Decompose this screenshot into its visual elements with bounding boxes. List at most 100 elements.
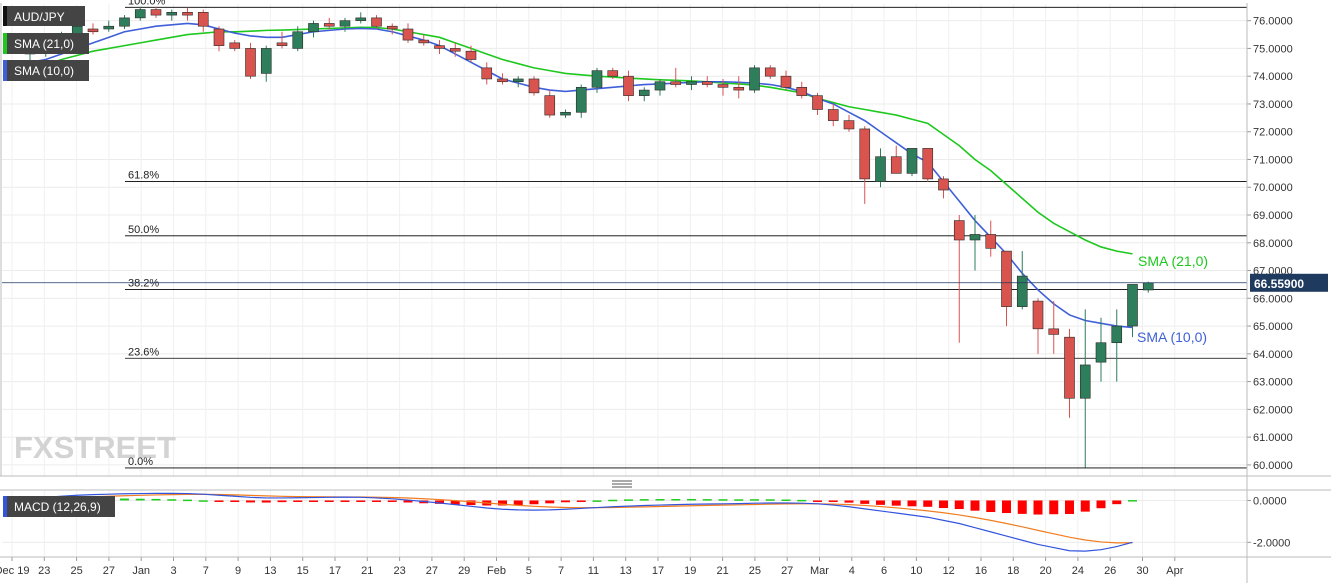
candle-bear (1048, 328, 1060, 335)
x-tick-label: 25 (749, 565, 761, 577)
macd-histogram-bar-positive (797, 499, 807, 502)
symbol-legend[interactable]: AUD/JPY (3, 6, 85, 26)
candle-bear (434, 45, 445, 49)
candle-bear (859, 128, 871, 180)
x-tick-label: 20 (1039, 565, 1051, 577)
sma21-legend[interactable]: SMA (21,0) (3, 33, 89, 54)
x-tick-label: 13 (620, 565, 632, 577)
sma21-label: SMA (21,0) (14, 37, 74, 51)
candle-bear (229, 42, 241, 49)
candle-bull (1095, 342, 1107, 363)
macd-histogram-bar-negative (1080, 500, 1090, 512)
macd-histogram-bar-negative (324, 500, 334, 502)
macd-histogram-bar-negative (1033, 500, 1043, 515)
candle-bear (938, 178, 949, 191)
x-tick-label: 7 (558, 565, 564, 577)
macd-histogram-bar-negative (261, 500, 271, 503)
candle-bear (182, 12, 193, 16)
macd-histogram-bar-negative (923, 500, 933, 507)
x-tick-label: Jan (132, 565, 150, 577)
candle-bear (985, 234, 997, 249)
sma10-legend[interactable]: SMA (10,0) (3, 60, 89, 81)
macd-histogram-bar-negative (293, 500, 303, 502)
macd-histogram-bar-positive (734, 499, 744, 501)
macd-histogram-bar-negative (340, 500, 350, 502)
current-price-badge: 66.55900 (1250, 273, 1328, 292)
candle-bear (843, 120, 855, 130)
candle-bull (686, 81, 697, 85)
x-tick-label: 19 (684, 565, 696, 577)
macd-histogram-bar-positive (655, 499, 665, 501)
candle-bear (213, 28, 225, 46)
candle-bear (812, 95, 823, 110)
macd-label: MACD (12,26,9) (14, 500, 101, 514)
candle-bull (119, 17, 130, 27)
candle-bull (166, 12, 178, 16)
x-tick-label: 3 (170, 565, 176, 577)
candle-bull (1016, 275, 1028, 307)
x-tick-label: 9 (235, 565, 241, 577)
macd-histogram-bar-positive (608, 499, 618, 502)
candle-bear (197, 12, 209, 27)
candle-bull (575, 86, 587, 113)
x-tick-label: 18 (1007, 565, 1019, 577)
macd-histogram-bar-positive (1128, 500, 1137, 502)
current-price-value: 66.55900 (1254, 277, 1304, 291)
candle-bear (1064, 336, 1075, 399)
x-tick-label: 30 (1136, 565, 1148, 577)
candle-bear (497, 78, 508, 83)
y-tick-label: 60.0000 (1253, 460, 1293, 472)
candle-bear (528, 78, 540, 94)
macd-histogram-bar-negative (1002, 500, 1011, 514)
macd-histogram-bar-negative (939, 500, 948, 509)
fibonacci-label: 61.8% (128, 169, 159, 181)
macd-histogram-bar-positive (718, 499, 728, 501)
x-tick-label: Dec 19 (0, 565, 29, 577)
candle-bull (308, 23, 319, 33)
x-tick-label: 5 (526, 565, 532, 577)
candle-bull (339, 20, 351, 27)
candle-bear (670, 81, 682, 85)
candle-bear (922, 148, 934, 180)
macd-histogram-bar-positive (639, 499, 649, 501)
candle-bull (591, 70, 603, 88)
x-tick-label: 21 (361, 565, 373, 577)
candle-bear (418, 39, 430, 44)
candle-bear (1032, 300, 1044, 330)
macd-histogram-bar-positive (198, 500, 208, 502)
fibonacci-levels: 100.0% 61.8% 50.0% 38.2% 23.6% 0.0% (125, 0, 1247, 469)
macd-histogram-bar-negative (356, 500, 366, 502)
x-tick-label: 10 (910, 565, 922, 577)
macd-line (29, 492, 1133, 552)
y-tick-label: 62.0000 (1253, 404, 1293, 416)
macd-histogram-bar-negative (277, 500, 287, 503)
macd-histogram-bar-negative (435, 500, 444, 504)
x-tick-label: 23 (38, 565, 50, 577)
candle-bear (386, 25, 398, 30)
panel-resize-handle[interactable] (612, 480, 632, 488)
candle-bull (355, 17, 367, 21)
price-axis: 76.0000 75.0000 74.0000 73.0000 72.0000 71.00… (1247, 16, 1293, 472)
macd-histogram-bar-negative (466, 500, 476, 506)
macd-histogram-bar-negative (576, 500, 586, 502)
sma21-swatch (3, 33, 7, 54)
x-tick-label: 27 (103, 565, 115, 577)
candle-bear (87, 28, 99, 33)
y-tick-label: 69.0000 (1253, 210, 1293, 222)
candle-bear (701, 81, 713, 85)
x-tick-label: 24 (1072, 565, 1084, 577)
macd-legend[interactable]: MACD (12,26,9) (3, 496, 115, 517)
x-tick-label: 7 (203, 565, 209, 577)
macd-histogram-bar-negative (907, 500, 917, 507)
x-tick-label: 21 (716, 565, 728, 577)
candle-bear (780, 75, 792, 88)
candle-bull (1079, 364, 1091, 399)
macd-histogram-bar-negative (246, 500, 255, 503)
watermark: FXSTREET (14, 430, 176, 465)
macd-histogram-bar-negative (891, 500, 901, 506)
x-tick-label: 15 (297, 565, 309, 577)
x-tick-label: 13 (264, 565, 276, 577)
candle-bull (1111, 325, 1123, 344)
macd-tick-label: 0.0000 (1253, 495, 1287, 507)
